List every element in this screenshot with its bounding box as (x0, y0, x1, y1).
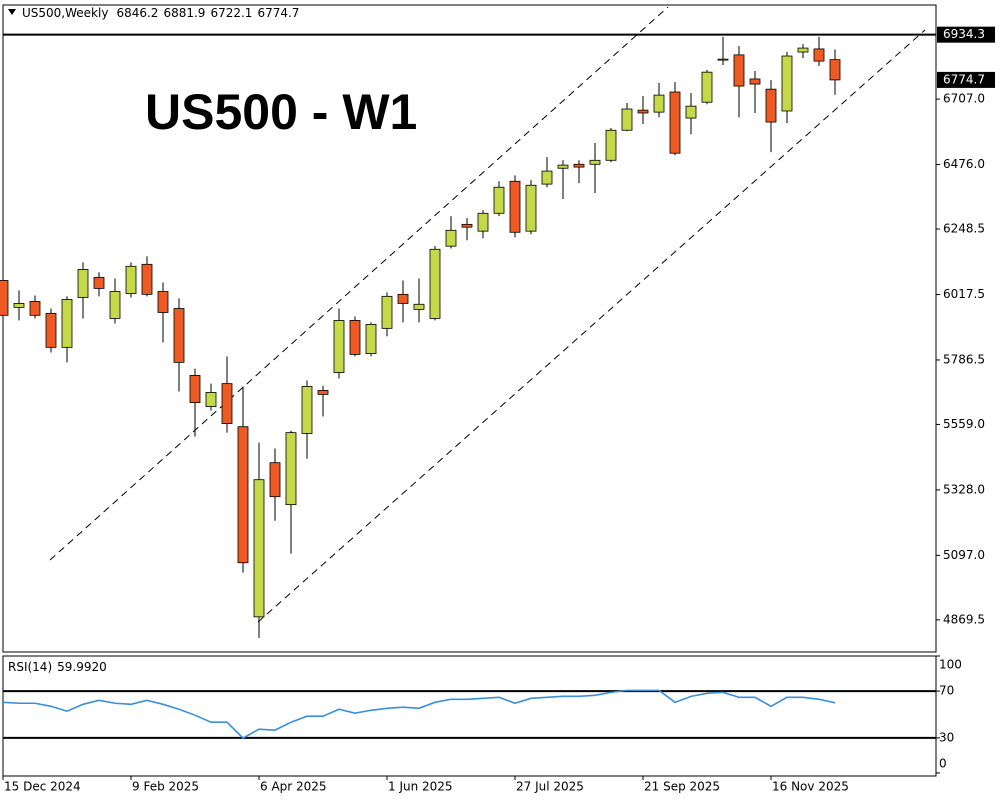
header: US500,Weekly 6846.2 6881.9 6722.1 6774.7 (22, 6, 299, 20)
rsi-name: RSI(14) (8, 660, 52, 674)
rsi-tick-label: 0 (939, 757, 947, 771)
candle-body (45, 312, 57, 348)
menu-arrow[interactable] (8, 9, 16, 15)
candle-body (157, 291, 169, 313)
candle-body (765, 88, 777, 123)
candle-body (269, 462, 281, 498)
candle-body (349, 320, 361, 355)
candle-body (541, 170, 553, 185)
rsi-header: RSI(14) 59.9920 (8, 660, 107, 674)
candle-body (573, 163, 585, 168)
symbol: US500,Weekly (22, 6, 108, 20)
candle-body (653, 94, 665, 113)
candle-body (685, 105, 697, 119)
candle-body (109, 291, 121, 319)
candle-body (333, 320, 345, 373)
candle-body (557, 164, 569, 169)
candle-body (365, 323, 377, 354)
candle-body (813, 48, 825, 62)
rsi-tick-label: 30 (939, 730, 954, 744)
x-tick-label: 1 Jun 2025 (388, 780, 453, 794)
candle-body (413, 303, 425, 310)
candle-body (0, 280, 9, 316)
candle-body (493, 186, 505, 214)
candle-body (285, 432, 297, 506)
candle-body (29, 301, 41, 316)
x-tick-label: 27 Jul 2025 (516, 780, 584, 794)
rsi-tick-label: 100 (939, 658, 962, 672)
rsi-line (2, 689, 836, 740)
candle-body (637, 109, 649, 114)
candle-body (797, 47, 809, 53)
x-tick-label: 16 Nov 2025 (772, 780, 849, 794)
candle-body (141, 263, 153, 295)
open: 6846.2 (116, 6, 158, 20)
candle-body (621, 108, 633, 131)
x-tick-label: 21 Sep 2025 (644, 780, 720, 794)
candle-body (733, 54, 745, 87)
candle-body (381, 295, 393, 329)
y-tick-label: 6017.5 (943, 287, 985, 301)
price-label-box (937, 71, 995, 88)
candle-body (221, 383, 233, 424)
candle-body (749, 78, 761, 85)
candle-body (253, 479, 265, 618)
y-tick-label: 5786.5 (943, 352, 985, 366)
y-tick-label: 6248.5 (943, 222, 985, 236)
x-tick-label: 9 Feb 2025 (132, 780, 199, 794)
chart-title: US500 - W1 (145, 84, 417, 140)
candle-body (237, 426, 249, 564)
candle-body (397, 293, 409, 304)
low: 6722.1 (210, 6, 252, 20)
candle-body (301, 386, 313, 434)
candle-body (205, 392, 217, 407)
y-tick-label: 6707.0 (943, 92, 985, 106)
price-label: 6934.3 (943, 27, 985, 41)
y-tick-label: 6476.0 (943, 157, 985, 171)
candle-body (13, 303, 25, 308)
candle-body (93, 276, 105, 289)
y-tick-label: 5097.0 (943, 548, 985, 562)
y-tick-label: 4869.5 (943, 612, 985, 626)
price-label-box (937, 26, 995, 43)
rsi-tick-label: 70 (939, 684, 954, 698)
candle-body (317, 390, 329, 395)
y-tick-label: 5559.0 (943, 417, 985, 431)
y-tick-label: 5328.0 (943, 482, 985, 496)
candle-body (77, 269, 89, 298)
candle-body (189, 375, 201, 404)
channel-lower (257, 29, 926, 623)
candle-body (781, 55, 793, 112)
candle-body (445, 229, 457, 247)
candle-body (477, 212, 489, 232)
candle-body (717, 58, 729, 61)
candle-body (525, 184, 537, 232)
candle-body (829, 59, 841, 81)
x-tick-label: 15 Dec 2024 (4, 780, 81, 794)
current-price-label: 6774.7 (943, 72, 985, 86)
candle-body (61, 299, 73, 348)
rsi-value: 59.9920 (57, 660, 107, 674)
candle-body (701, 71, 713, 103)
candle-body (669, 91, 681, 154)
candle-body (509, 180, 521, 233)
candle-body (605, 129, 617, 161)
main-pane (2, 4, 937, 653)
candle-body (173, 308, 185, 363)
candle-body (429, 248, 441, 319)
channel-upper (49, 6, 669, 561)
x-tick-label: 6 Apr 2025 (260, 780, 327, 794)
candle-body (589, 159, 601, 165)
high: 6881.9 (163, 6, 205, 20)
rsi-pane (2, 655, 937, 777)
close: 6774.7 (257, 6, 299, 20)
candle-body (461, 223, 473, 228)
candle-body (125, 265, 137, 294)
